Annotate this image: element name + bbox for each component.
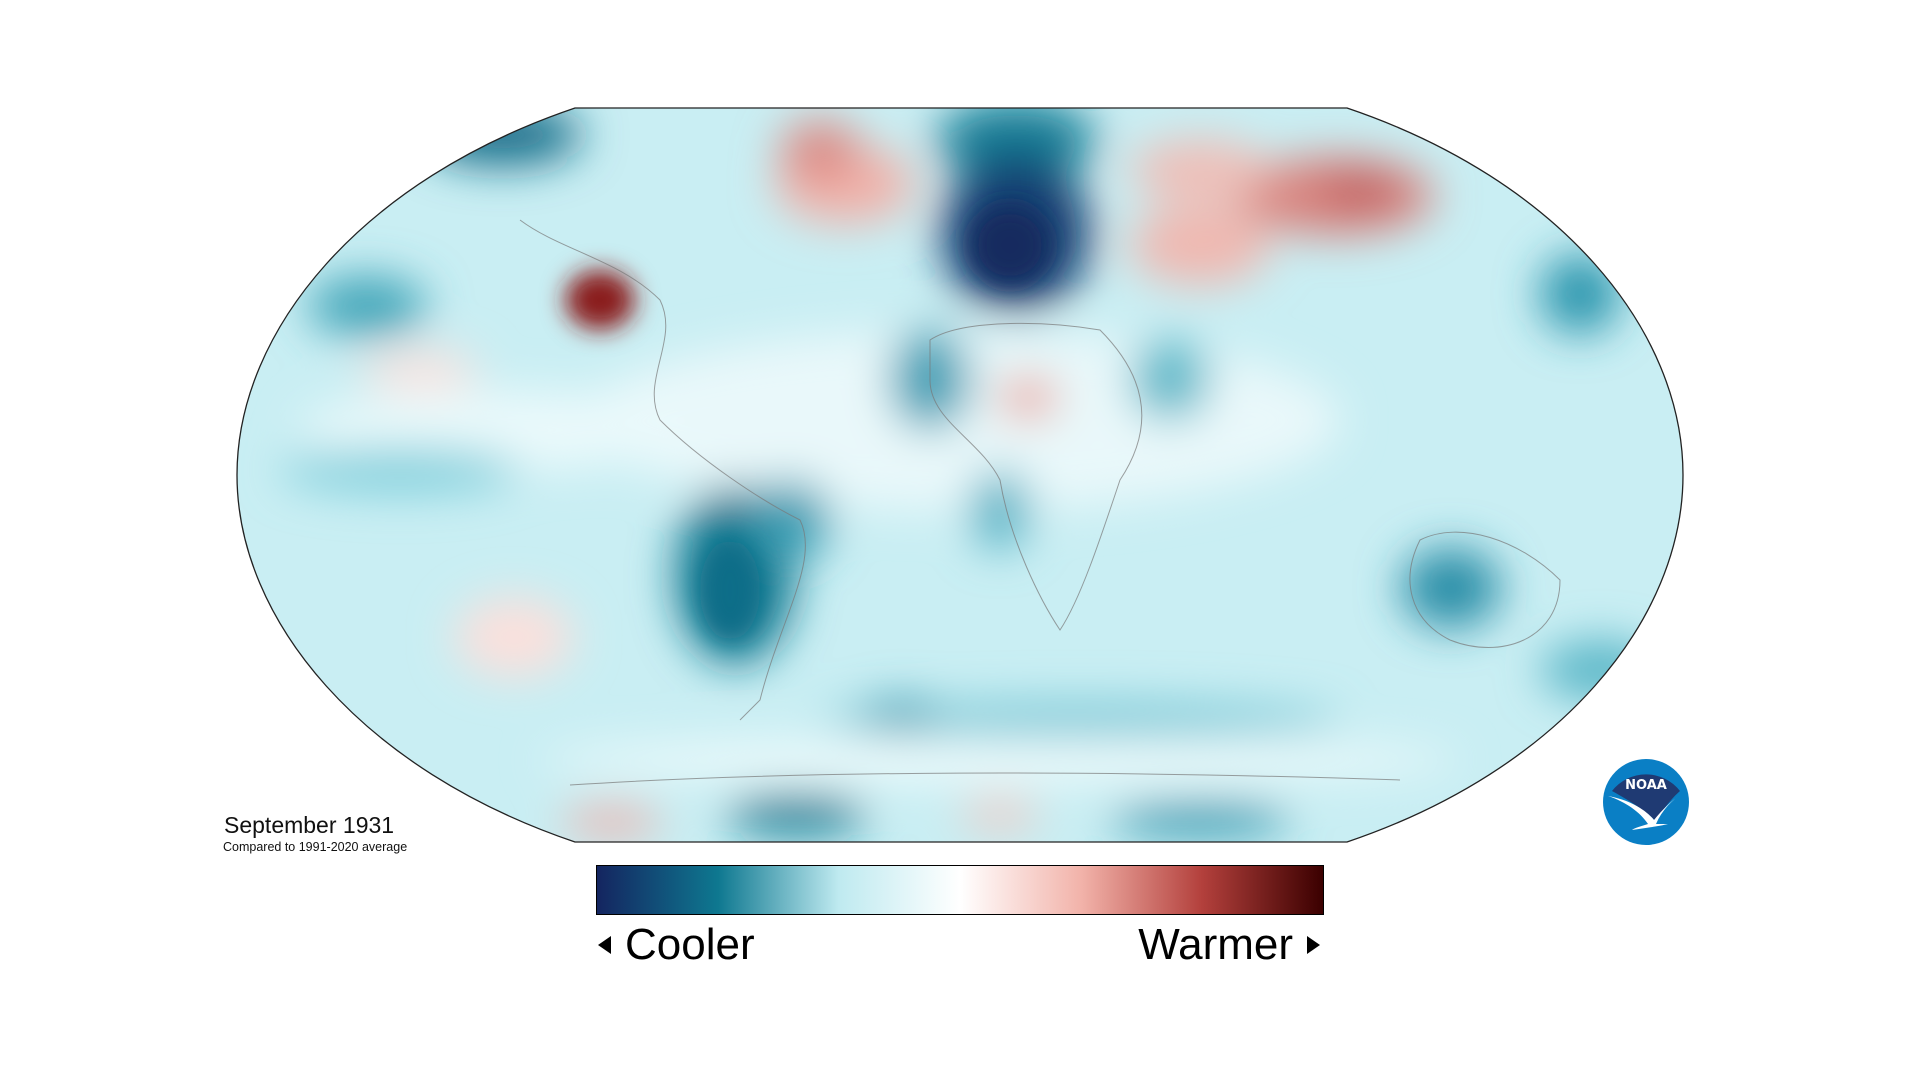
logo-text: NOAA — [1625, 778, 1667, 793]
left-arrow-icon — [598, 936, 611, 954]
map-title: September 1931 — [224, 812, 395, 838]
right-arrow-icon — [1307, 936, 1320, 954]
map-subtitle: Compared to 1991-2020 average — [223, 840, 408, 854]
color-scale-bar — [596, 865, 1324, 915]
noaa-logo: NOAA — [1603, 759, 1689, 845]
cooler-label: Cooler — [598, 920, 755, 970]
warmer-label: Warmer — [1138, 920, 1320, 970]
warmer-text: Warmer — [1138, 920, 1293, 969]
cooler-text: Cooler — [625, 920, 755, 969]
